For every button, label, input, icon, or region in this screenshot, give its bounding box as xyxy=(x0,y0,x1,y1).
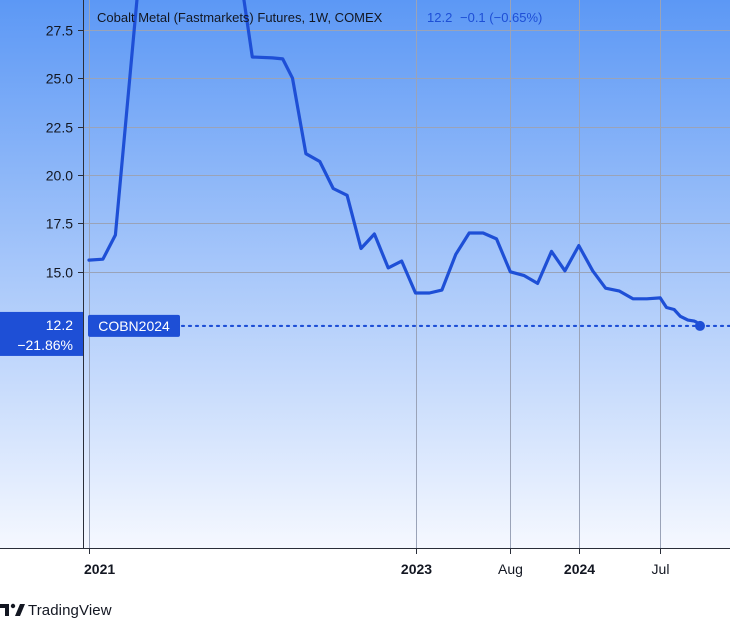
last-value-dot xyxy=(695,320,705,331)
series-name-label: COBN2024 xyxy=(98,318,170,334)
tradingview-brand-text: TradingView xyxy=(28,601,112,619)
series-layer xyxy=(87,0,702,328)
header-change: −0.1 (−0.65%) xyxy=(460,10,542,25)
plot-background xyxy=(0,0,730,548)
grid-lines xyxy=(84,0,730,548)
last-value-change: −21.86% xyxy=(17,337,73,353)
tradingview-logo-icon xyxy=(0,603,25,616)
y-tick-label: 15.0 xyxy=(46,265,73,281)
x-tick-label: Jul xyxy=(652,561,670,577)
y-tick-label: 20.0 xyxy=(46,168,73,184)
series-line xyxy=(87,0,702,328)
x-tick-label: 2023 xyxy=(401,561,432,577)
chart-title: Cobalt Metal (Fastmarkets) Futures, 1W, … xyxy=(97,10,383,25)
y-axis-ticks: 15.017.520.022.525.027.530.032.535.037.5 xyxy=(46,23,84,281)
x-tick-label: 2024 xyxy=(564,561,595,577)
last-value-price: 12.2 xyxy=(46,317,73,333)
y-tick-label: 25.0 xyxy=(46,71,73,87)
x-tick-label: Aug xyxy=(498,561,523,577)
chart-header: Cobalt Metal (Fastmarkets) Futures, 1W, … xyxy=(97,10,542,25)
y-tick-label: 27.5 xyxy=(46,23,73,39)
last-value-layer: 12.2 −21.86% COBN2024 xyxy=(0,311,730,356)
x-tick-label: 2021 xyxy=(84,561,115,577)
y-tick-label: 17.5 xyxy=(46,216,73,232)
last-value-badge xyxy=(0,311,83,356)
tradingview-logo[interactable]: TradingView xyxy=(0,600,112,620)
series-name-badge xyxy=(88,314,180,337)
y-tick-label: 22.5 xyxy=(46,120,73,136)
header-last-value: 12.2 xyxy=(427,10,452,25)
x-axis-ticks: 2021 2023 Aug 2024 Jul xyxy=(84,548,669,577)
